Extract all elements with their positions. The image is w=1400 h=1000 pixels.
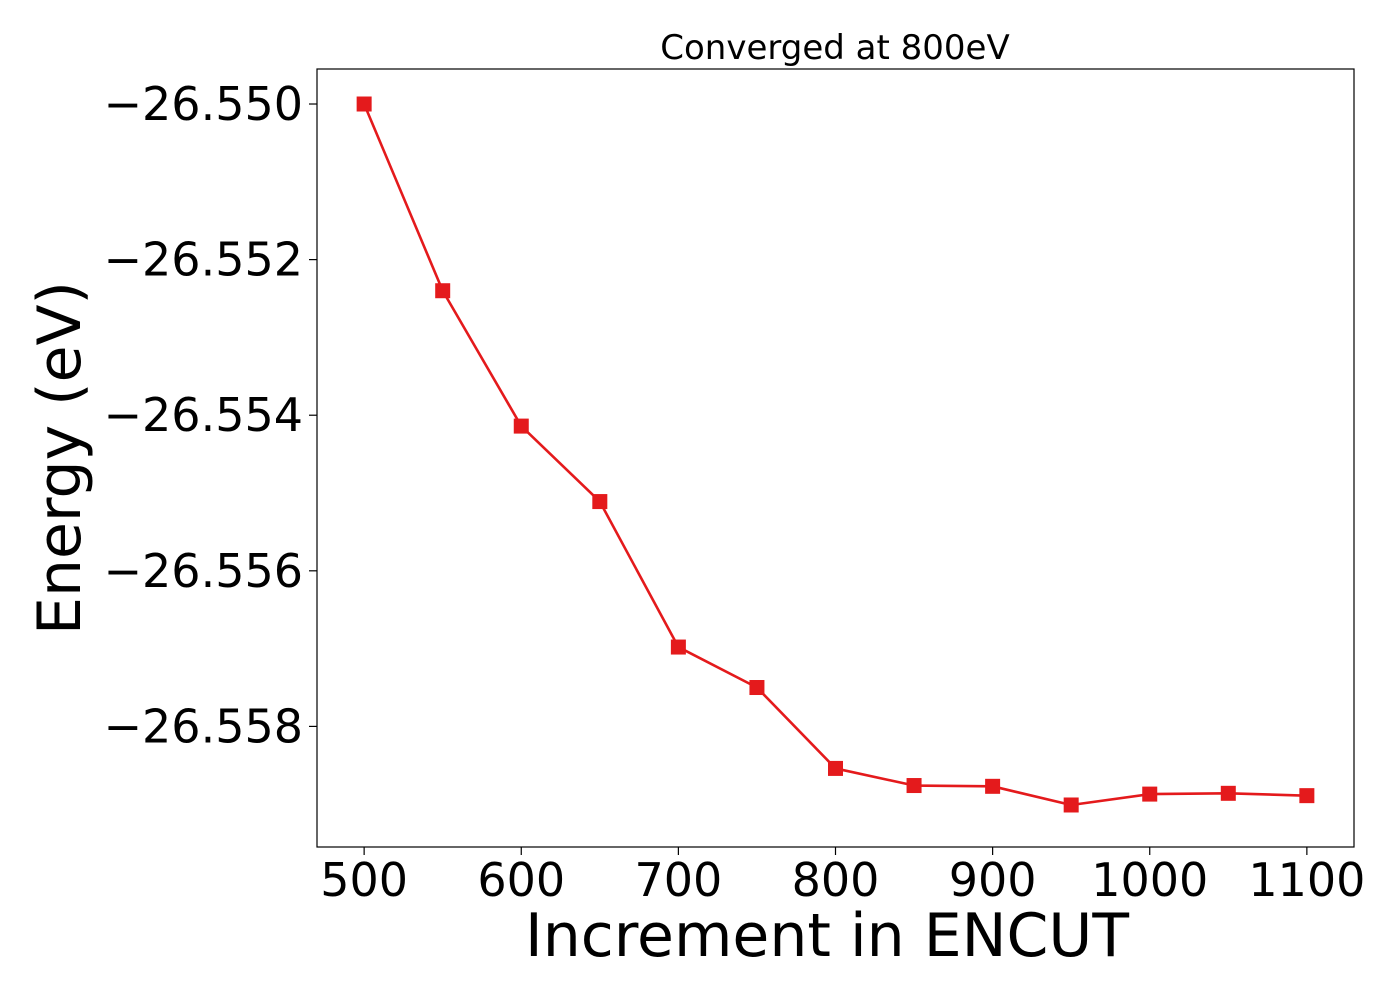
data-point-marker — [828, 760, 843, 776]
x-axis-label: Increment in ENCUT — [525, 901, 1129, 971]
y-tick-label: −26.556 — [104, 544, 304, 598]
x-tick-label: 500 — [320, 853, 408, 907]
series-layer — [356, 96, 1315, 813]
data-point-marker — [1220, 785, 1236, 801]
data-point-marker — [670, 639, 686, 655]
data-point-marker — [356, 96, 372, 112]
data-point-marker — [435, 283, 451, 299]
x-tick-label: 800 — [792, 853, 880, 907]
x-tick-label: 1100 — [1248, 853, 1365, 907]
data-point-marker — [1063, 797, 1079, 813]
x-tick-label: 600 — [477, 853, 565, 907]
data-point-marker — [906, 778, 922, 794]
data-point-marker — [1299, 788, 1315, 804]
y-axis-ticks: −26.550 −26.552 −26.554 −26.556 −26.558 — [104, 77, 317, 753]
data-point-marker — [513, 418, 529, 434]
y-axis-label: Energy (eV) — [25, 281, 95, 635]
data-point-marker — [749, 680, 765, 696]
y-tick-label: −26.554 — [104, 388, 304, 442]
x-tick-label: 700 — [634, 853, 722, 907]
x-axis-ticks: 500 600 700 800 900 1000 1100 — [320, 847, 1365, 907]
y-tick-label: −26.550 — [104, 77, 304, 131]
x-tick-label: 900 — [949, 853, 1037, 907]
data-point-marker — [985, 778, 1001, 794]
x-tick-label: 1000 — [1091, 853, 1208, 907]
data-point-marker — [592, 494, 608, 510]
chart-title: Converged at 800eV — [660, 28, 1009, 68]
data-point-marker — [1142, 786, 1158, 802]
y-tick-label: −26.552 — [104, 233, 304, 287]
y-tick-label: −26.558 — [104, 699, 304, 753]
